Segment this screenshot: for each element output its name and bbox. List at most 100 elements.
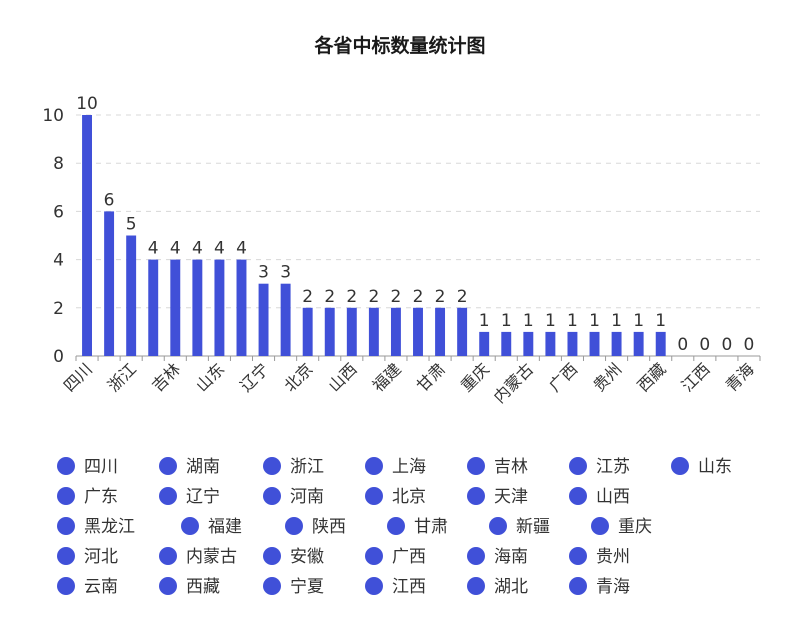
- x-tick-label: 甘肃: [413, 359, 449, 395]
- legend-label: 宁夏: [290, 577, 324, 597]
- legend-marker: [569, 457, 587, 475]
- legend-marker: [467, 487, 485, 505]
- bar: [567, 331, 578, 356]
- bar: [104, 211, 115, 356]
- x-tick-label: 广西: [545, 359, 581, 395]
- data-label: 1: [479, 311, 490, 331]
- legend-label: 福建: [208, 517, 242, 537]
- legend-label: 内蒙古: [186, 547, 237, 567]
- legend-marker: [671, 457, 689, 475]
- legend-marker: [159, 457, 177, 475]
- legend-marker: [159, 547, 177, 565]
- y-tick-label: 6: [53, 202, 64, 222]
- bar: [435, 307, 446, 356]
- data-label: 4: [170, 239, 181, 259]
- x-tick-label: 青海: [722, 359, 758, 395]
- legend-label: 浙江: [290, 457, 324, 477]
- bar: [192, 259, 203, 356]
- legend-marker: [285, 517, 303, 535]
- legend-marker: [181, 517, 199, 535]
- bar: [302, 307, 313, 356]
- legend-marker: [57, 457, 75, 475]
- bar: [148, 259, 159, 356]
- data-label: 2: [368, 287, 379, 307]
- x-tick-label: 山西: [325, 359, 361, 395]
- x-tick-label: 西藏: [633, 359, 669, 395]
- x-tick-label: 内蒙古: [490, 359, 537, 406]
- data-label: 1: [523, 311, 534, 331]
- legend-marker: [569, 487, 587, 505]
- data-label: 2: [324, 287, 335, 307]
- legend-label: 广西: [392, 547, 426, 567]
- data-label: 10: [76, 94, 98, 114]
- legend-marker: [467, 457, 485, 475]
- data-label: 1: [545, 311, 556, 331]
- legend-label: 安徽: [290, 547, 324, 567]
- x-tick-label: 江西: [678, 359, 714, 395]
- legend-label: 新疆: [516, 517, 550, 537]
- data-label: 1: [611, 311, 622, 331]
- data-label: 0: [721, 335, 732, 355]
- bar: [236, 259, 247, 356]
- legend-label: 湖北: [494, 577, 528, 597]
- legend-label: 陕西: [312, 517, 346, 537]
- data-label: 2: [391, 287, 402, 307]
- legend-label: 海南: [494, 547, 528, 567]
- bar: [655, 331, 666, 356]
- legend-label: 黑龙江: [84, 517, 135, 537]
- bar: [324, 307, 335, 356]
- legend-label: 西藏: [186, 577, 220, 597]
- bar: [479, 331, 490, 356]
- bar: [280, 283, 291, 356]
- x-tick-label: 四川: [60, 359, 96, 395]
- data-label: 2: [457, 287, 468, 307]
- x-tick-label: 贵州: [589, 359, 625, 395]
- x-tick-label: 山东: [192, 359, 228, 395]
- legend-label: 辽宁: [186, 487, 220, 507]
- bar: [214, 259, 225, 356]
- legend-marker: [159, 487, 177, 505]
- legend-marker: [57, 547, 75, 565]
- y-tick-label: 4: [53, 251, 64, 271]
- legend-marker: [57, 577, 75, 595]
- data-label: 1: [655, 311, 666, 331]
- bar: [368, 307, 379, 356]
- bar: [258, 283, 269, 356]
- data-label: 3: [258, 263, 269, 283]
- bar: [346, 307, 357, 356]
- bar: [457, 307, 468, 356]
- data-label: 2: [413, 287, 424, 307]
- data-label: 2: [302, 287, 313, 307]
- legend-marker: [387, 517, 405, 535]
- legend-marker: [57, 487, 75, 505]
- legend-label: 云南: [84, 577, 118, 597]
- bar: [523, 331, 534, 356]
- legend-marker: [263, 487, 281, 505]
- data-label: 2: [346, 287, 357, 307]
- x-tick-label: 福建: [369, 359, 405, 395]
- legend-label: 贵州: [596, 547, 630, 567]
- bar: [390, 307, 401, 356]
- legend-marker: [365, 547, 383, 565]
- legend-marker: [365, 577, 383, 595]
- bar: [413, 307, 423, 356]
- legend-label: 江苏: [596, 457, 630, 477]
- legend-marker: [467, 547, 485, 565]
- x-tick-label: 吉林: [148, 359, 184, 395]
- legend-label: 山东: [698, 457, 732, 477]
- data-label: 0: [677, 335, 688, 355]
- y-tick-label: 0: [53, 347, 64, 367]
- x-tick-label: 北京: [280, 359, 316, 395]
- legend-label: 吉林: [494, 457, 528, 477]
- data-label: 2: [435, 287, 446, 307]
- bar: [82, 115, 92, 356]
- y-tick-label: 2: [53, 299, 64, 319]
- legend-label: 四川: [84, 457, 118, 477]
- y-tick-label: 8: [53, 154, 64, 174]
- data-label: 4: [192, 239, 203, 259]
- legend-marker: [489, 517, 507, 535]
- legend-marker: [159, 577, 177, 595]
- bar: [589, 331, 600, 356]
- data-label: 4: [236, 239, 247, 259]
